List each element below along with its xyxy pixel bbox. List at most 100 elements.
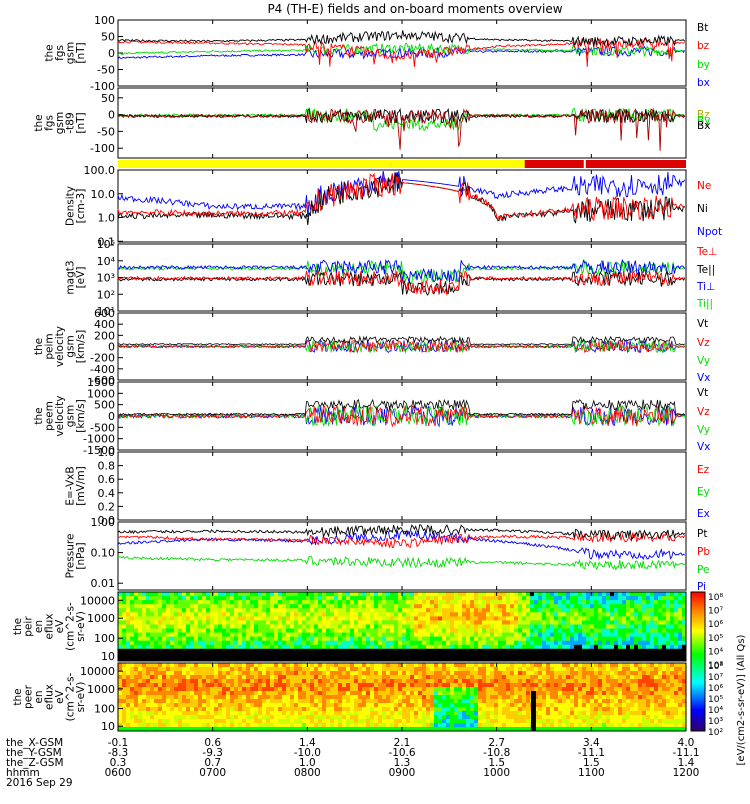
legend-ex: Ex [697, 508, 710, 520]
y-tick-label: 10³ [97, 272, 115, 285]
y-tick-label: 10⁴ [97, 255, 116, 268]
colorbar-tick: 10³ [708, 717, 723, 727]
legend-vz: Vz [697, 406, 710, 418]
panel-frame-fgs_gsm_t89 [118, 88, 686, 158]
legend-vy: Vy [697, 424, 710, 436]
footer-value: 0600 [105, 767, 132, 779]
legend-vt: Vt [697, 387, 708, 399]
y-tick-label: -50 [97, 64, 115, 77]
y-tick-label: 10⁵ [97, 238, 115, 251]
legend-te||: Te|| [696, 264, 715, 276]
legend-bx: bx [697, 77, 710, 89]
legend-bx: Bx [697, 120, 710, 132]
legend-bz: bz [697, 40, 710, 52]
legend-npot: Npot [697, 226, 722, 238]
footer-value: 0700 [199, 767, 226, 779]
legend-by: by [697, 59, 710, 71]
footer-value: 0800 [294, 767, 321, 779]
legend-pi: Pi [697, 581, 706, 593]
region-gap [584, 159, 586, 169]
legend-ti: Ti⊥ [696, 281, 715, 293]
footer-value: 0900 [389, 767, 416, 779]
ion-lowenergy-gap [527, 651, 686, 661]
legend-ez: Ez [697, 464, 710, 476]
footer-value: 1000 [483, 767, 510, 779]
y-tick-label: 50 [101, 92, 115, 105]
legend-vy: Vy [697, 355, 710, 367]
legend-ne: Ne [697, 180, 711, 192]
y-tick-label: -100 [90, 142, 115, 155]
y-tick-label: 1000 [87, 683, 115, 696]
y-tick-label: 0.2 [98, 500, 116, 513]
y-tick-label: 100 [94, 703, 115, 716]
y-tick-label: -50 [97, 125, 115, 138]
legend-vt: Vt [697, 318, 708, 330]
colorbar-tick: 10⁴ [708, 647, 723, 657]
y-tick-label: 100 [94, 14, 115, 27]
y-tick-label: 10.0 [91, 188, 116, 201]
colorbar-tick: 10⁵ [708, 634, 723, 644]
series-Pe [118, 556, 685, 569]
footer-date: 2016 Sep 29 [6, 777, 73, 789]
y-tick-label: 50 [101, 31, 115, 44]
y-tick-label: 0.01 [91, 577, 116, 590]
footer-value: 1100 [578, 767, 605, 779]
colorbar-tick: 10⁷ [708, 673, 723, 683]
legend-ti||: Ti|| [696, 298, 713, 310]
colorbar [691, 592, 705, 731]
legend-vz: Vz [697, 337, 710, 349]
legend-pe: Pe [697, 564, 709, 576]
y-axis-label: [km/s] [75, 399, 87, 433]
colorbar-tick: 10⁴ [708, 706, 723, 716]
legend-te: Te⊥ [696, 246, 717, 258]
series-Pb [118, 532, 685, 547]
y-axis-label: sr-eV) [75, 682, 87, 713]
y-tick-label: 1.0 [98, 212, 116, 225]
footer-value: 1200 [673, 767, 700, 779]
y-tick-label: 10 [101, 650, 115, 663]
y-axis-label: [nT] [75, 42, 87, 63]
spectrogram-peir_en_eflux [118, 592, 686, 661]
y-tick-label: 10² [97, 288, 115, 301]
colorbar-label: [eV/(cm2-s-sr-eV)] (All Qs) [736, 634, 747, 765]
legend-vx: Vx [697, 372, 710, 384]
legend-ni: Ni [697, 203, 708, 215]
y-tick-label: 0.10 [91, 547, 116, 560]
y-tick-label: 10000 [80, 665, 115, 678]
y-axis-label: [cm-3] [75, 189, 87, 224]
y-tick-label: 0.4 [98, 487, 116, 500]
panel-frame-efield [118, 452, 686, 520]
legend-pb: Pb [697, 546, 710, 558]
y-tick-label: 0.6 [98, 473, 116, 486]
legend-ey: Ey [697, 486, 710, 498]
y-axis-label: [eV] [75, 267, 87, 289]
colorbar-tick: 10⁸ [708, 593, 723, 603]
y-tick-label: 1.00 [91, 516, 116, 529]
y-axis-label: sr-eV) [75, 611, 87, 642]
colorbar-tick: 10² [708, 728, 723, 738]
plot-title: P4 (TH-E) fields and on-board moments ov… [267, 2, 562, 16]
y-tick-label: 0.8 [98, 460, 116, 473]
region-segment-0 [118, 160, 525, 168]
colorbar-tick: 10⁶ [708, 684, 723, 694]
colorbar-tick: 10⁶ [708, 620, 723, 630]
region-segment-1 [525, 160, 686, 168]
legend-vx: Vx [697, 441, 710, 453]
spectrogram-peer_en_eflux [118, 663, 686, 731]
colorbar-tick: 10⁸ [708, 662, 723, 672]
y-axis-label: [km/s] [75, 330, 87, 364]
y-tick-label: 1000 [87, 612, 115, 625]
y-tick-label: 100 [94, 632, 115, 645]
y-tick-label: 10000 [80, 594, 115, 607]
y-tick-label: 1.0 [98, 446, 116, 459]
y-axis-label: [mV/m] [75, 466, 87, 505]
y-tick-label: 100.0 [84, 164, 116, 177]
electron-gap [531, 691, 536, 731]
legend-pt: Pt [697, 528, 707, 540]
y-axis-label: [nPa] [75, 542, 87, 569]
legend-bt: Bt [697, 22, 708, 34]
y-tick-label: 10 [101, 720, 115, 733]
series-Bt [118, 30, 685, 46]
